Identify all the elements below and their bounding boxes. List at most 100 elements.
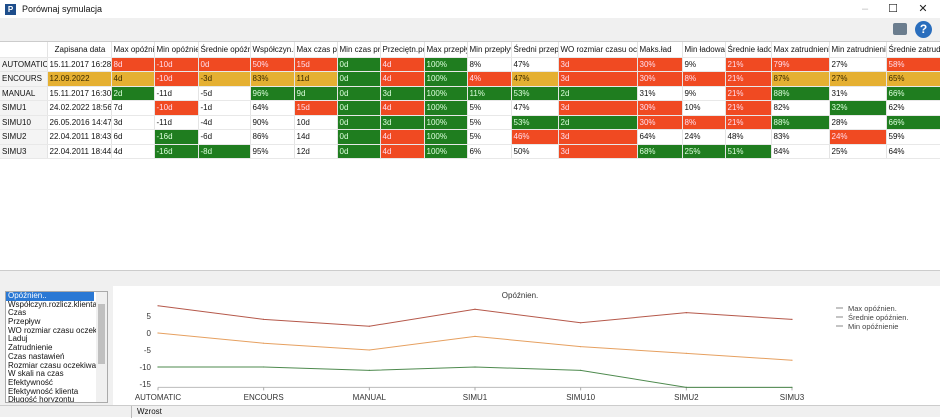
table-cell[interactable]: 10% xyxy=(682,100,726,116)
table-cell[interactable]: 31% xyxy=(637,86,683,101)
table-cell[interactable]: 3d xyxy=(558,144,638,159)
table-row[interactable]: ENCOURS 12.09.2022 4d -10d -3d 83% 11d 0d 4d 100%… xyxy=(0,71,940,87)
table-cell[interactable]: 64% xyxy=(886,144,940,159)
category-list-item[interactable]: Laduj xyxy=(8,334,28,344)
table-row[interactable]: SIMU3 22.04.2011 18:44 4d -16d -8d 95% 12d 0d 4d… xyxy=(0,144,940,159)
table-cell[interactable]: 47% xyxy=(511,57,559,72)
table-cell[interactable]: 22.04.2011 18:43 xyxy=(47,129,112,145)
table-cell[interactable]: 26.05.2016 14:47 xyxy=(47,115,112,130)
category-list-item[interactable]: Rozmiar czasu oczekiwania xyxy=(8,360,107,370)
table-cell[interactable]: 3d xyxy=(380,86,425,101)
table-cell[interactable]: 3d xyxy=(558,71,638,87)
table-cell[interactable]: 9d xyxy=(294,86,338,101)
table-cell[interactable]: 65% xyxy=(886,71,940,87)
table-cell[interactable]: 30% xyxy=(637,115,683,130)
category-list-item[interactable]: Efektywność klienta xyxy=(8,386,79,396)
column-header[interactable] xyxy=(0,42,48,58)
table-cell[interactable]: 27% xyxy=(829,57,887,72)
column-header[interactable]: Max opóźnie xyxy=(111,42,155,58)
table-cell[interactable]: -10d xyxy=(154,71,199,87)
table-cell[interactable]: 2d xyxy=(558,115,638,130)
table-cell[interactable]: 30% xyxy=(637,100,683,116)
table-row[interactable]: SIMU2 22.04.2011 18:43 6d -16d -6d 86% 14d 0d 4d… xyxy=(0,129,940,145)
table-cell[interactable]: 50% xyxy=(511,144,559,159)
category-listbox[interactable]: Opóźnien.. Współczyn.rozlicz.klienta Czas P… xyxy=(5,291,108,403)
category-list-item[interactable]: WO rozmiar czasu oczekiwa xyxy=(8,325,108,335)
row-header[interactable]: SIMU2 xyxy=(0,129,48,145)
table-cell[interactable]: 11% xyxy=(467,86,512,101)
print-icon[interactable] xyxy=(893,23,907,35)
table-cell[interactable]: 4d xyxy=(380,71,425,87)
table-cell[interactable]: 4d xyxy=(380,100,425,116)
table-cell[interactable]: 59% xyxy=(886,129,940,145)
table-row[interactable]: AUTOMATIC 15.11.2017 16:28 8d -10d 0d 50% 15d 0… xyxy=(0,57,940,72)
table-cell[interactable]: 2d xyxy=(111,86,155,101)
category-list-item[interactable]: Zatrudnienie xyxy=(8,343,53,353)
table-cell[interactable]: 15d xyxy=(294,100,338,116)
table-cell[interactable]: 12.09.2022 xyxy=(47,71,112,87)
table-cell[interactable]: 96% xyxy=(250,86,295,101)
column-header[interactable]: Średnie ładov xyxy=(725,42,772,58)
table-cell[interactable]: 66% xyxy=(886,86,940,101)
table-cell[interactable]: 2d xyxy=(558,86,638,101)
table-cell[interactable]: 68% xyxy=(637,144,683,159)
column-header[interactable]: Min czas pro xyxy=(337,42,381,58)
table-cell[interactable]: 64% xyxy=(637,129,683,145)
category-list-item[interactable]: Opóźnien.. xyxy=(6,292,94,301)
table-cell[interactable]: 48% xyxy=(725,129,772,145)
table-cell[interactable]: -5d xyxy=(198,86,251,101)
table-cell[interactable]: 90% xyxy=(250,115,295,130)
table-cell[interactable]: -11d xyxy=(154,86,199,101)
table-cell[interactable]: 22.04.2011 18:44 xyxy=(47,144,112,159)
category-list-item[interactable]: Współczyn.rozlicz.klienta xyxy=(8,299,97,309)
table-cell[interactable]: 30% xyxy=(637,71,683,87)
column-header[interactable]: Współczyn.r xyxy=(250,42,295,58)
column-header[interactable]: Min zatrudnienie xyxy=(829,42,887,58)
table-cell[interactable]: 87% xyxy=(771,71,830,87)
table-cell[interactable]: -16d xyxy=(154,129,199,145)
column-header[interactable]: Min opóźnier xyxy=(154,42,199,58)
listbox-scrollbar[interactable] xyxy=(96,292,107,402)
table-cell[interactable]: 14d xyxy=(294,129,338,145)
table-cell[interactable]: 100% xyxy=(424,86,468,101)
table-cell[interactable]: -10d xyxy=(154,100,199,116)
table-cell[interactable]: -6d xyxy=(198,129,251,145)
table-cell[interactable]: 51% xyxy=(725,144,772,159)
table-cell[interactable]: 4d xyxy=(111,71,155,87)
table-row[interactable]: SIMU1 24.02.2022 18:56 7d -10d -1d 64% 15d 0d 4d… xyxy=(0,100,940,116)
table-cell[interactable]: -11d xyxy=(154,115,199,130)
table-cell[interactable]: 46% xyxy=(511,129,559,145)
table-cell[interactable]: 50% xyxy=(250,57,295,72)
column-header[interactable]: Max czas pr xyxy=(294,42,338,58)
table-cell[interactable]: 83% xyxy=(250,71,295,87)
table-cell[interactable]: 5% xyxy=(467,100,512,116)
row-header[interactable]: MANUAL xyxy=(0,86,48,101)
table-cell[interactable]: 53% xyxy=(511,86,559,101)
table-cell[interactable]: 15.11.2017 16:30 xyxy=(47,86,112,101)
table-cell[interactable]: 62% xyxy=(886,100,940,116)
table-cell[interactable]: 4d xyxy=(380,129,425,145)
table-cell[interactable]: 4d xyxy=(380,144,425,159)
category-list-item[interactable]: Czas nastawień xyxy=(8,351,65,361)
column-header[interactable]: Średnie zatrudr xyxy=(886,42,940,58)
table-cell[interactable]: 24.02.2022 18:56 xyxy=(47,100,112,116)
table-cell[interactable]: 86% xyxy=(250,129,295,145)
table-cell[interactable]: 28% xyxy=(829,115,887,130)
table-cell[interactable]: 15d xyxy=(294,57,338,72)
help-icon[interactable]: ? xyxy=(915,21,932,38)
table-cell[interactable]: -3d xyxy=(198,71,251,87)
table-cell[interactable]: 0d xyxy=(337,144,381,159)
table-cell[interactable]: 58% xyxy=(886,57,940,72)
table-cell[interactable]: 8% xyxy=(682,115,726,130)
table-cell[interactable]: 3d xyxy=(111,115,155,130)
table-cell[interactable]: 3d xyxy=(558,100,638,116)
row-header[interactable]: SIMU1 xyxy=(0,100,48,116)
table-cell[interactable]: 0d xyxy=(198,57,251,72)
table-cell[interactable]: 27% xyxy=(829,71,887,87)
category-list-item[interactable]: Przepływ xyxy=(8,317,41,327)
table-cell[interactable]: 9% xyxy=(682,57,726,72)
table-cell[interactable]: 88% xyxy=(771,115,830,130)
table-cell[interactable]: 82% xyxy=(771,100,830,116)
table-cell[interactable]: 84% xyxy=(771,144,830,159)
table-cell[interactable]: 0d xyxy=(337,100,381,116)
